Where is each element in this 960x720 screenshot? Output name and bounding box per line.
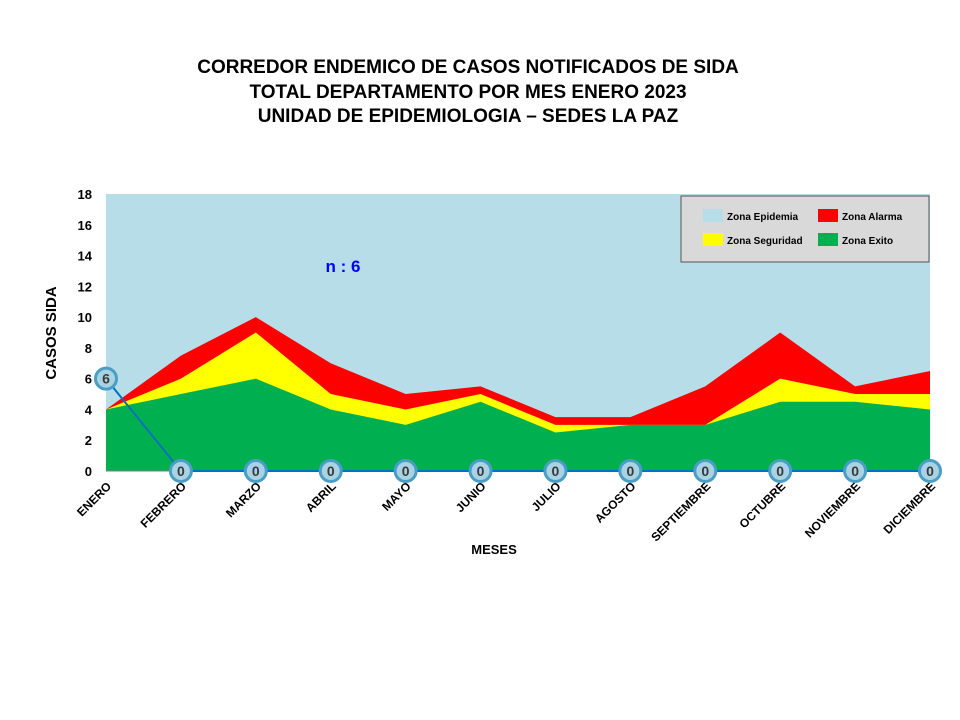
y-tick-label: 8: [85, 341, 92, 356]
y-tick-label: 14: [78, 249, 93, 264]
x-tick-label: MARZO: [223, 479, 264, 520]
legend-swatch-zona-epidemia: [703, 209, 723, 222]
cases-marker: [393, 459, 418, 483]
cases-series: 6 0 0 0 0 0 0 0 0 0 0 0: [94, 366, 942, 483]
cases-marker: [618, 459, 643, 483]
legend-label-zona-alarma: Zona Alarma: [842, 212, 903, 223]
zone-areas: [106, 194, 930, 471]
cases-data-label: 0: [626, 463, 634, 479]
cases-marker: [168, 459, 193, 483]
cases-data-label: 0: [552, 463, 560, 479]
y-tick-label: 16: [78, 218, 92, 233]
x-tick-label: ENERO: [74, 479, 114, 519]
x-axis: ENERO FEBRERO MARZO ABRIL MAYO JUNIO JULIO AGOS…: [74, 470, 939, 544]
x-tick-label: ABRIL: [303, 479, 339, 515]
x-tick-label: MAYO: [379, 479, 414, 514]
n-annotation: n : 6: [326, 257, 361, 276]
legend-box: [680, 195, 930, 263]
cases-data-label: 6: [102, 371, 110, 387]
x-tick-label: SEPTIEMBRE: [648, 479, 713, 544]
x-tick-label: JUNIO: [453, 479, 489, 515]
cases-data-label: 0: [851, 463, 859, 479]
legend-swatch-zona-exito: [818, 233, 838, 246]
x-tick-label: JULIO: [529, 479, 564, 514]
x-tick-label: AGOSTO: [592, 479, 639, 526]
x-axis-label: MESES: [471, 542, 517, 557]
chart-title: CORREDOR ENDEMICO DE CASOS NOTIFICADOS D…: [0, 56, 936, 130]
cases-data-label: 0: [327, 463, 335, 479]
legend-swatch-zona-seguridad: [703, 233, 723, 246]
title-line-2: TOTAL DEPARTAMENTO POR MES ENERO 2023: [249, 81, 687, 103]
cases-marker: [318, 459, 343, 483]
title-line-3: UNIDAD DE EPIDEMIOLOGIA – SEDES LA PAZ: [257, 106, 679, 127]
cases-marker: [918, 459, 942, 483]
cases-data-label: 0: [926, 463, 934, 479]
x-tick-label: DICIEMBRE: [881, 479, 939, 537]
y-tick-label: 6: [85, 372, 92, 387]
cases-marker: [693, 459, 718, 483]
legend: Zona Epidemia Zona Alarma Zona Seguridad Zo…: [680, 195, 930, 263]
x-tick-label: OCTUBRE: [736, 479, 788, 531]
cases-marker: [768, 459, 793, 483]
area-zona-exito: [106, 378, 930, 471]
y-tick-label: 0: [85, 464, 92, 479]
title-line-1: CORREDOR ENDEMICO DE CASOS NOTIFICADOS D…: [197, 57, 739, 78]
cases-marker: [94, 366, 118, 391]
cases-marker: [543, 459, 568, 483]
cases-marker: [243, 459, 268, 483]
legend-label-zona-exito: Zona Exito: [842, 236, 893, 247]
cases-data-label: 0: [252, 463, 260, 479]
legend-swatch-zona-alarma: [818, 209, 838, 222]
legend-label-zona-epidemia: Zona Epidemia: [727, 212, 799, 223]
cases-data-label: 0: [701, 463, 709, 479]
cases-data-label: 0: [776, 463, 784, 479]
cases-data-label: 0: [177, 463, 185, 479]
y-axis: 0 2 4 6 8 10 12 14 16 18: [78, 187, 93, 479]
x-tick-label: FEBRERO: [138, 479, 189, 530]
cases-data-label: 0: [402, 463, 410, 479]
cases-line: [105, 378, 930, 472]
y-tick-label: 12: [78, 279, 92, 294]
cases-marker: [843, 459, 868, 483]
y-tick-label: 10: [78, 310, 92, 325]
y-tick-label: 18: [78, 187, 92, 202]
x-tick-label: NOVIEMBRE: [802, 479, 863, 540]
cases-data-label: 0: [477, 463, 485, 479]
y-axis-label: CASOS SIDA: [43, 286, 60, 380]
legend-label-zona-seguridad: Zona Seguridad: [727, 236, 803, 247]
y-tick-label: 4: [85, 402, 93, 417]
y-tick-label: 2: [85, 433, 92, 448]
cases-marker: [468, 459, 493, 483]
